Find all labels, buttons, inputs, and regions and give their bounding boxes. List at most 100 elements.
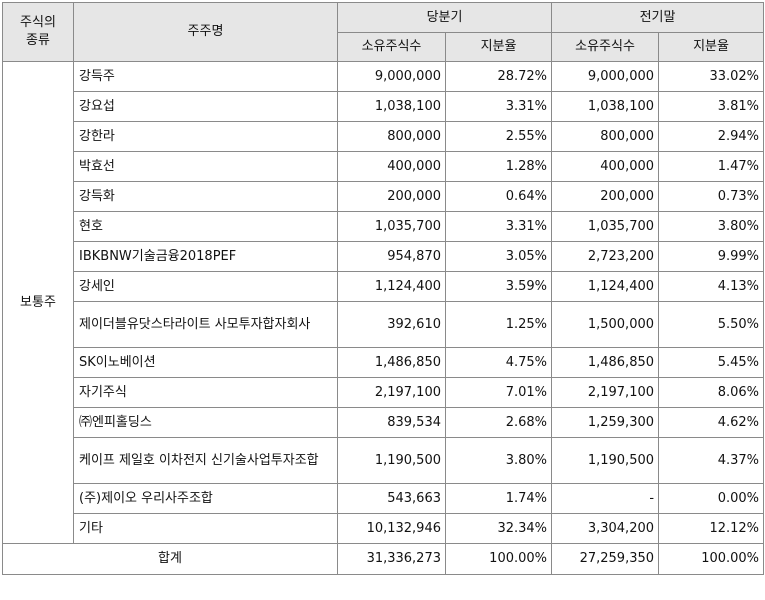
holder-name-cell: 케이프 제일호 이차전지 신기술사업투자조합 [73, 437, 338, 484]
current-shares-header: 소유주식수 [337, 32, 446, 62]
share-type-header-line1: 주식의 [20, 15, 56, 30]
prior-shares-cell: 1,486,850 [551, 347, 660, 378]
table-row: 강세인 1,124,400 3.59% 1,124,400 4.13% [3, 271, 765, 302]
holder-name-cell: ㈜엔피홀딩스 [73, 407, 338, 438]
current-shares-cell: 200,000 [337, 181, 446, 212]
prior-ratio-cell: 33.02% [658, 61, 765, 92]
prior-ratio-cell: 0.73% [658, 181, 765, 212]
prior-ratio-cell: 3.81% [658, 91, 765, 122]
current-ratio-cell: 7.01% [444, 377, 553, 408]
current-shares-cell: 1,035,700 [337, 211, 446, 242]
current-ratio-cell: 3.80% [444, 437, 553, 484]
prior-shares-cell: 1,500,000 [551, 301, 660, 348]
shareholder-table: 주식의 종류 주주명 당분기 전기말 소유주식수 지분율 소유주식수 지분율 보… [2, 2, 765, 575]
prior-shares-cell: 1,259,300 [551, 407, 660, 438]
current-shares-cell: 1,190,500 [337, 437, 446, 484]
table-row: 보통주 강득주 9,000,000 28.72% 9,000,000 33.02% [2, 61, 765, 544]
current-shares-cell: 543,663 [337, 483, 446, 514]
prior-shares-cell: 2,723,200 [551, 241, 660, 272]
current-shares-cell: 9,000,000 [337, 61, 446, 92]
share-type-header-line2: 종류 [26, 33, 50, 48]
current-ratio-cell: 3.59% [444, 271, 553, 302]
table-row: 박효선 400,000 1.28% 400,000 1.47% [3, 151, 765, 182]
table-row: ㈜엔피홀딩스 839,534 2.68% 1,259,300 4.62% [3, 407, 765, 438]
current-shares-cell: 1,486,850 [337, 347, 446, 378]
holder-name-cell: SK이노베이션 [73, 347, 338, 378]
holder-name-cell: 강득화 [73, 181, 338, 212]
prior-ratio-cell: 5.45% [658, 347, 765, 378]
holder-name-cell: 강한라 [73, 121, 338, 152]
current-ratio-cell: 1.25% [444, 301, 553, 348]
holder-name-cell: 자기주식 [73, 377, 338, 408]
table-row: 강득화 200,000 0.64% 200,000 0.73% [3, 181, 765, 212]
prior-shares-cell: 3,304,200 [551, 513, 660, 544]
table-row: 제이더블유닷스타라이트 사모투자합자회사 392,610 1.25% 1,500,00… [3, 301, 765, 348]
current-ratio-cell: 1.28% [444, 151, 553, 182]
prior-shares-cell: 400,000 [551, 151, 660, 182]
prior-ratio-cell: 8.06% [658, 377, 765, 408]
total-row: 합계 31,336,273 100.00% 27,259,350 100.00% [2, 543, 765, 575]
table-row: 자기주식 2,197,100 7.01% 2,197,100 8.06% [3, 377, 765, 408]
table-row: 현호 1,035,700 3.31% 1,035,700 3.80% [3, 211, 765, 242]
shareholder-table-container: 주식의 종류 주주명 당분기 전기말 소유주식수 지분율 소유주식수 지분율 보… [2, 2, 765, 575]
total-label: 합계 [2, 543, 338, 575]
current-shares-cell: 2,197,100 [337, 377, 446, 408]
current-ratio-cell: 2.55% [444, 121, 553, 152]
current-ratio-cell: 4.75% [444, 347, 553, 378]
current-shares-cell: 839,534 [337, 407, 446, 438]
prior-shares-cell: 2,197,100 [551, 377, 660, 408]
prior-ratio-cell: 3.80% [658, 211, 765, 242]
prior-shares-cell: 1,035,700 [551, 211, 660, 242]
table-row: (주)제이오 우리사주조합 543,663 1.74% -0.00% [3, 483, 765, 514]
prior-shares-header: 소유주식수 [551, 32, 660, 62]
current-ratio-cell: 3.31% [444, 91, 553, 122]
table-row: 강한라 800,000 2.55% 800,000 2.94% [3, 121, 765, 152]
current-shares-cell: 392,610 [337, 301, 446, 348]
table-row: 강요섭 1,038,100 3.31% 1,038,100 3.81% [3, 91, 765, 122]
current-ratio-cell: 2.68% [444, 407, 553, 438]
current-ratio-cell: 32.34% [444, 513, 553, 544]
holder-name-cell: 기타 [73, 513, 338, 544]
prior-shares-cell: 800,000 [551, 121, 660, 152]
holder-name-cell: 현호 [73, 211, 338, 242]
share-type-header: 주식의 종류 [2, 2, 74, 62]
prior-shares-cell: 9,000,000 [551, 61, 660, 92]
prior-period-header: 전기말 [551, 2, 765, 33]
current-ratio-cell: 1.74% [444, 483, 553, 514]
holder-name-cell: (주)제이오 우리사주조합 [73, 483, 338, 514]
current-ratio-cell: 3.31% [444, 211, 553, 242]
prior-ratio-cell: 12.12% [658, 513, 765, 544]
current-shares-cell: 800,000 [337, 121, 446, 152]
table-row: SK이노베이션 1,486,850 4.75% 1,486,850 5.45% [3, 347, 765, 378]
holder-name-cell: 강요섭 [73, 91, 338, 122]
holder-name-cell: 박효선 [73, 151, 338, 182]
total-current-ratio: 100.00% [444, 543, 553, 575]
prior-ratio-cell: 1.47% [658, 151, 765, 182]
prior-shares-cell: - [551, 483, 660, 514]
prior-ratio-cell: 9.99% [658, 241, 765, 272]
share-type-cell: 보통주 [2, 61, 74, 544]
holder-name-cell: IBKBNW기술금융2018PEF [73, 241, 338, 272]
table-row: 기타 10,132,946 32.34% 3,304,200 12.12% [3, 513, 765, 544]
current-ratio-cell: 28.72% [444, 61, 553, 92]
current-ratio-cell: 0.64% [444, 181, 553, 212]
current-ratio-header: 지분율 [444, 32, 553, 62]
current-period-header: 당분기 [336, 2, 553, 33]
prior-ratio-cell: 0.00% [658, 483, 765, 514]
current-shares-cell: 1,124,400 [337, 271, 446, 302]
total-prior-shares: 27,259,350 [551, 543, 660, 575]
prior-ratio-header: 지분율 [658, 32, 765, 62]
current-shares-cell: 400,000 [337, 151, 446, 182]
current-shares-cell: 954,870 [337, 241, 446, 272]
prior-ratio-cell: 4.13% [658, 271, 765, 302]
holder-name-cell: 강득주 [73, 61, 338, 92]
current-shares-cell: 10,132,946 [337, 513, 446, 544]
holder-name-cell: 강세인 [73, 271, 338, 302]
prior-ratio-cell: 2.94% [658, 121, 765, 152]
holder-name-header: 주주명 [73, 2, 338, 62]
total-prior-ratio: 100.00% [658, 543, 765, 575]
prior-shares-cell: 1,190,500 [551, 437, 660, 484]
prior-shares-cell: 1,038,100 [551, 91, 660, 122]
prior-shares-cell: 200,000 [551, 181, 660, 212]
total-current-shares: 31,336,273 [337, 543, 446, 575]
